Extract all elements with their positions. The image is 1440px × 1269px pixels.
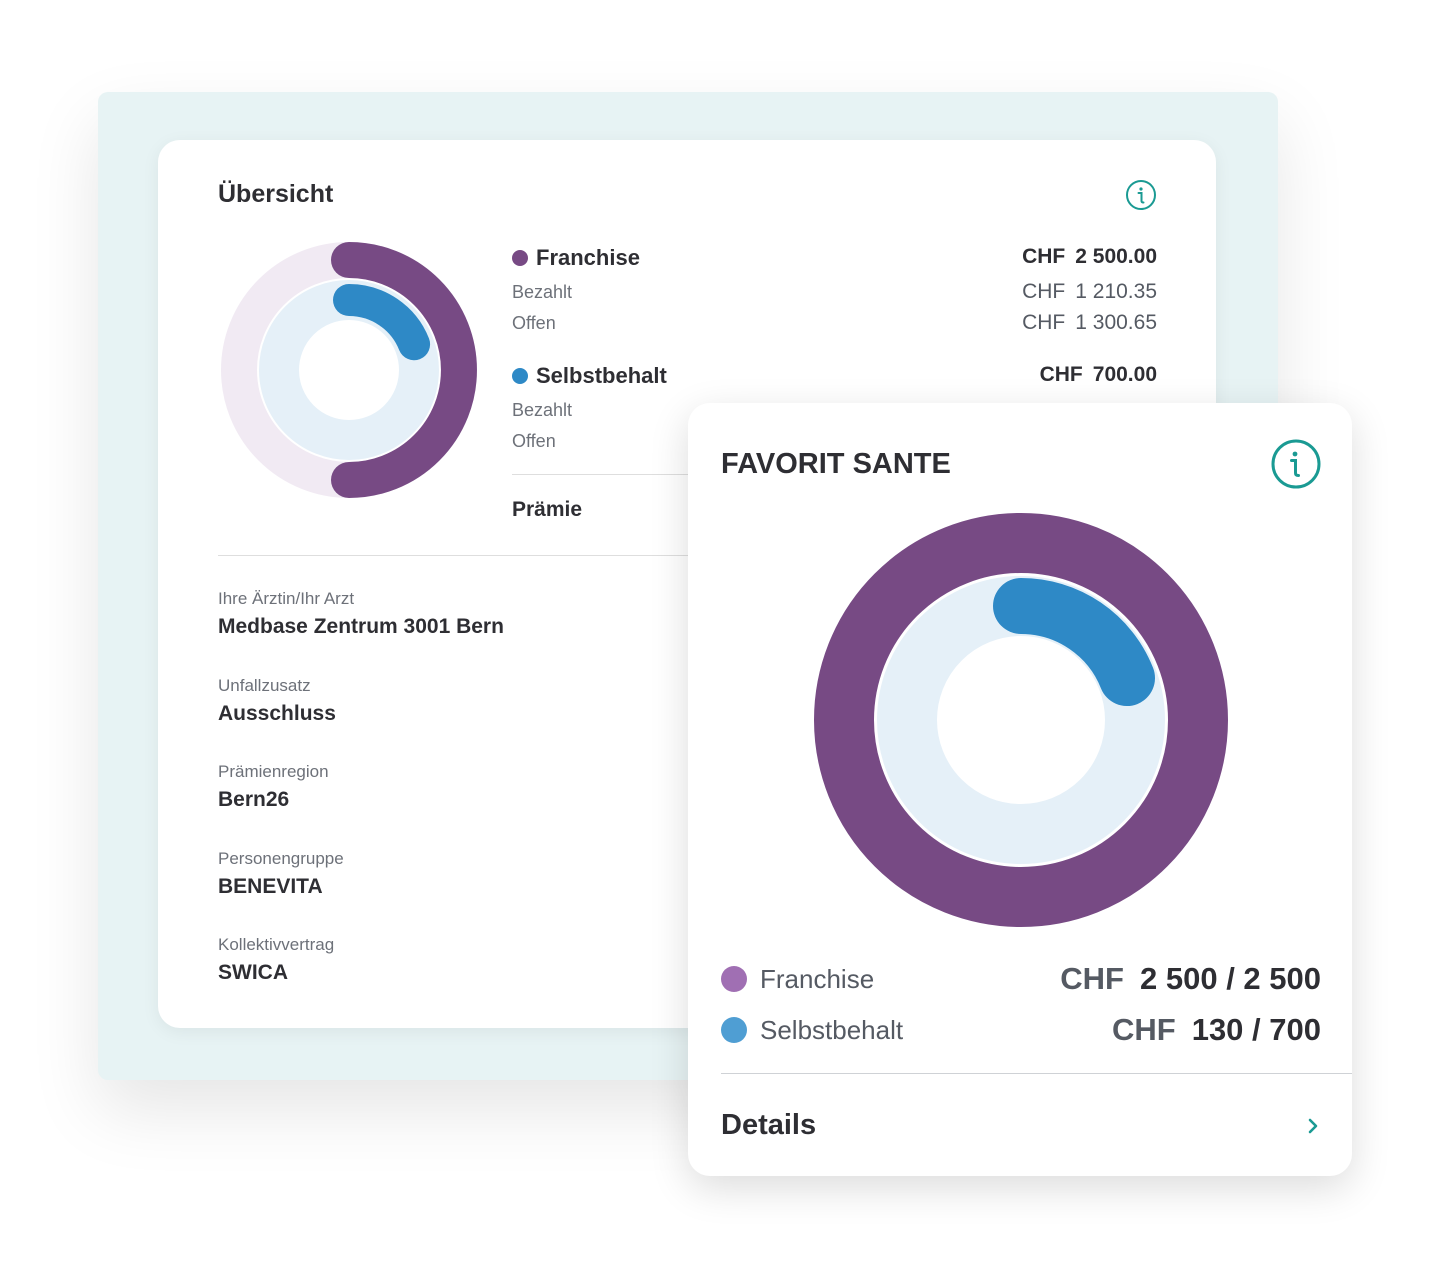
info-label: Unfallzusatz bbox=[218, 676, 311, 695]
overview-title: Übersicht bbox=[218, 180, 334, 208]
franchise-summary: Franchise CHF 2 500.00 Bezahlt CHF 1 210.3… bbox=[512, 245, 1157, 335]
currency: CHF bbox=[1111, 1012, 1176, 1047]
selbstbehalt-dot-icon bbox=[721, 1017, 747, 1043]
franchise-open: CHF 1 300.65 bbox=[1022, 311, 1157, 335]
overview-donut-chart bbox=[221, 242, 477, 498]
info-label: Personengruppe bbox=[218, 849, 344, 868]
praemie-label: Prämie bbox=[512, 498, 583, 521]
favorit-donut-chart bbox=[814, 513, 1228, 927]
franchise-label: Franchise bbox=[536, 245, 640, 270]
currency: CHF bbox=[1022, 245, 1066, 268]
info-icon[interactable] bbox=[1125, 179, 1157, 211]
favorit-sante-card: FAVORIT SANTE Franchise CHF 2 500 / 2 500… bbox=[688, 403, 1352, 1176]
info-kollektivvertrag: Kollektivvertrag SWICA bbox=[218, 935, 334, 985]
info-value: BENEVITA bbox=[218, 875, 323, 898]
selbstbehalt-open-label: Offen bbox=[512, 431, 556, 451]
info-value: SWICA bbox=[218, 961, 288, 984]
currency: CHF bbox=[1039, 363, 1083, 386]
info-unfallzusatz: Unfallzusatz Ausschluss bbox=[218, 676, 336, 726]
franchise-paid: CHF 1 210.35 bbox=[1022, 280, 1157, 304]
selbstbehalt-dot-icon bbox=[512, 368, 528, 384]
selbstbehalt-arc bbox=[993, 578, 1155, 707]
legend-franchise: Franchise CHF 2 500 / 2 500 bbox=[721, 961, 1321, 997]
currency: CHF bbox=[1060, 961, 1124, 996]
franchise-paid-value: 1 210.35 bbox=[1075, 280, 1157, 303]
selbstbehalt-summary: Selbstbehalt CHF 700.00 Bezahlt Offen bbox=[512, 363, 1157, 453]
franchise-dot-icon bbox=[721, 966, 747, 992]
selbstbehalt-header: Selbstbehalt bbox=[512, 363, 1157, 389]
chevron-right-icon bbox=[1308, 1118, 1318, 1133]
legend-label: Franchise bbox=[760, 963, 875, 994]
franchise-paid-label: Bezahlt bbox=[512, 282, 573, 302]
selbstbehalt-arc bbox=[333, 284, 431, 361]
franchise-open-label: Offen bbox=[512, 313, 556, 333]
currency: CHF bbox=[1022, 280, 1066, 303]
legend-amount: CHF 130 / 700 bbox=[1112, 1012, 1321, 1048]
selbstbehalt-label: Selbstbehalt bbox=[536, 363, 667, 388]
info-personengruppe: Personengruppe BENEVITA bbox=[218, 849, 344, 899]
info-praemienregion: Prämienregion Bern26 bbox=[218, 762, 329, 812]
info-value: Bern26 bbox=[218, 788, 290, 811]
legend-selbstbehalt: Selbstbehalt CHF 130 / 700 bbox=[721, 1012, 1321, 1048]
legend-value: 130 / 700 bbox=[1191, 1012, 1321, 1047]
details-link[interactable]: Details bbox=[721, 1109, 1321, 1142]
info-label: Prämienregion bbox=[218, 762, 329, 781]
info-icon[interactable] bbox=[1270, 438, 1322, 490]
legend-value: 2 500 / 2 500 bbox=[1140, 961, 1321, 996]
franchise-dot-icon bbox=[512, 250, 528, 266]
divider bbox=[721, 1073, 1352, 1074]
info-label: Kollektivvertrag bbox=[218, 935, 335, 954]
franchise-open-value: 1 300.65 bbox=[1075, 311, 1157, 334]
franchise-header: Franchise bbox=[512, 245, 1157, 271]
info-value: Medbase Zentrum 3001 Bern bbox=[218, 615, 504, 638]
franchise-total-value: 2 500.00 bbox=[1075, 245, 1157, 268]
selbstbehalt-total: CHF 700.00 bbox=[1040, 363, 1157, 387]
currency: CHF bbox=[1022, 311, 1066, 334]
info-label: Ihre Ärztin/Ihr Arzt bbox=[218, 589, 355, 608]
details-label: Details bbox=[721, 1109, 817, 1141]
selbstbehalt-paid-label: Bezahlt bbox=[512, 400, 573, 420]
info-doctor: Ihre Ärztin/Ihr Arzt Medbase Zentrum 300… bbox=[218, 589, 504, 639]
franchise-total: CHF 2 500.00 bbox=[1022, 245, 1157, 269]
legend-label: Selbstbehalt bbox=[760, 1014, 904, 1045]
info-value: Ausschluss bbox=[218, 702, 336, 725]
selbstbehalt-total-value: 700.00 bbox=[1092, 363, 1157, 386]
franchise-ring bbox=[814, 513, 1228, 927]
franchise-arc bbox=[331, 242, 477, 498]
favorit-title: FAVORIT SANTE bbox=[721, 448, 951, 480]
legend-amount: CHF 2 500 / 2 500 bbox=[1060, 961, 1321, 997]
